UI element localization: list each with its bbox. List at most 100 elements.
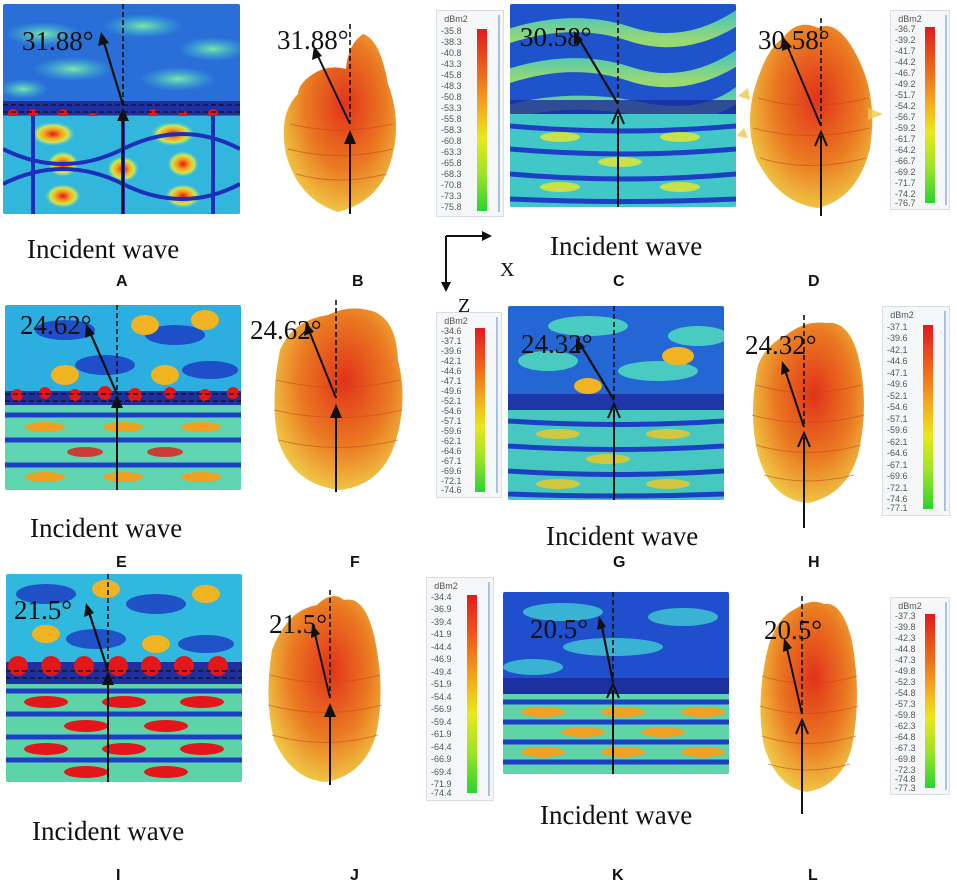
color-legend-6: dBm2 -37.3 -39.8 -42.3 -44.8 -47.3 -49.8… [890,597,950,795]
legend-tick: -59.4 [431,717,452,727]
legend-tick: -39.6 [887,333,908,343]
legend-rail [496,317,498,493]
legend-tick: -54.6 [441,406,462,416]
legend-tick: -69.2 [895,167,916,177]
legend-tick: -47.3 [895,655,916,665]
legend-tick: -55.8 [441,114,462,124]
angle-label-c: 30.58° [520,22,592,52]
legend-tick: -71.7 [895,178,916,188]
panel-letter-b: B [352,273,364,290]
angle-label-b: 31.88° [277,25,349,55]
legend-tick: -74.2 [895,189,916,199]
legend-tick: -56.7 [895,112,916,122]
legend-tick: -44.2 [895,57,916,67]
legend-unit: dBm2 [444,14,468,24]
legend-tick: -74.4 [431,788,452,798]
legend-tick: -42.3 [895,633,916,643]
legend-color-bar [923,325,933,509]
legend-tick: -68.3 [441,169,462,179]
radiation-pattern-h [746,315,876,530]
legend-rail [944,311,946,511]
legend-tick: -77.1 [887,503,908,513]
legend-tick: -58.3 [441,125,462,135]
angle-label-f: 24.62° [250,315,322,345]
legend-tick: -39.4 [431,617,452,627]
radiation-pattern-d [738,18,888,218]
legend-unit: dBm2 [434,581,458,591]
legend-color-bar [475,328,485,492]
angle-label-h: 24.32° [745,330,817,360]
incident-wave-label-e: Incident wave [30,513,183,543]
x-axis-label: X [500,259,515,281]
legend-tick: -69.6 [887,471,908,481]
legend-tick: -49.2 [895,79,916,89]
legend-tick: -41.9 [431,629,452,639]
color-legend-2: dBm2 -36.7 -39.2 -41.7 -44.2 -46.7 -49.2… [890,10,950,210]
incident-wave-label-k: Incident wave [540,800,693,830]
coordinate-axes [436,226,496,298]
legend-tick: -35.8 [441,26,462,36]
incident-wave-label-a: Incident wave [27,234,180,264]
legend-tick: -57.1 [887,414,908,424]
panel-letter-a: A [116,273,128,290]
angle-label-l: 20.5° [764,615,823,645]
legend-tick: -49.6 [887,379,908,389]
legend-tick: -48.3 [441,81,462,91]
legend-tick: -47.1 [441,376,462,386]
legend-color-bar [467,595,477,793]
legend-tick: -34.4 [431,592,452,602]
angle-label-k: 20.5° [530,614,589,644]
field-map-g [508,306,724,500]
legend-tick: -39.8 [895,622,916,632]
legend-tick: -41.7 [895,46,916,56]
legend-tick: -37.1 [441,336,462,346]
legend-tick: -37.1 [887,322,908,332]
legend-tick: -59.8 [895,710,916,720]
legend-tick: -64.2 [895,145,916,155]
legend-tick: -46.9 [431,654,452,664]
radiation-pattern-f [268,300,418,495]
angle-label-e: 24.62° [20,310,92,340]
legend-unit: dBm2 [444,316,468,326]
z-axis-label: Z [458,295,471,317]
field-map-e [5,305,241,490]
legend-tick: -59.6 [441,426,462,436]
angle-label-j: 21.5° [269,609,328,639]
legend-tick: -67.3 [895,743,916,753]
field-map-i [6,574,242,782]
panel-letter-i: I [116,867,121,884]
legend-tick: -54.4 [431,692,452,702]
panel-letter-c: C [613,273,625,290]
legend-tick: -64.6 [887,448,908,458]
panel-letter-k: K [612,867,624,884]
legend-unit: dBm2 [890,310,914,320]
legend-tick: -75.8 [441,202,462,212]
legend-rail [498,15,500,212]
legend-tick: -38.3 [441,37,462,47]
legend-tick: -54.6 [887,402,908,412]
legend-tick: -51.7 [895,90,916,100]
legend-tick: -74.6 [887,494,908,504]
legend-tick: -46.7 [895,68,916,78]
legend-tick: -63.3 [441,147,462,157]
legend-tick: -70.8 [441,180,462,190]
legend-tick: -44.4 [431,642,452,652]
legend-tick: -51.9 [431,679,452,689]
legend-tick: -72.3 [895,765,916,775]
legend-tick: -66.9 [431,754,452,764]
legend-tick: -34.6 [441,326,462,336]
legend-tick: -61.7 [895,134,916,144]
legend-tick: -47.1 [887,368,908,378]
legend-tick: -73.3 [441,191,462,201]
legend-rail [488,582,490,796]
angle-label-a: 31.88° [22,26,94,56]
legend-tick: -65.8 [441,158,462,168]
legend-tick: -62.3 [895,721,916,731]
legend-tick: -49.4 [431,667,452,677]
legend-tick: -77.3 [895,783,916,793]
panel-letter-h: H [808,554,820,571]
legend-tick: -49.8 [895,666,916,676]
panel-letter-j: J [350,867,359,884]
legend-tick: -45.8 [441,70,462,80]
legend-rail [945,602,947,790]
